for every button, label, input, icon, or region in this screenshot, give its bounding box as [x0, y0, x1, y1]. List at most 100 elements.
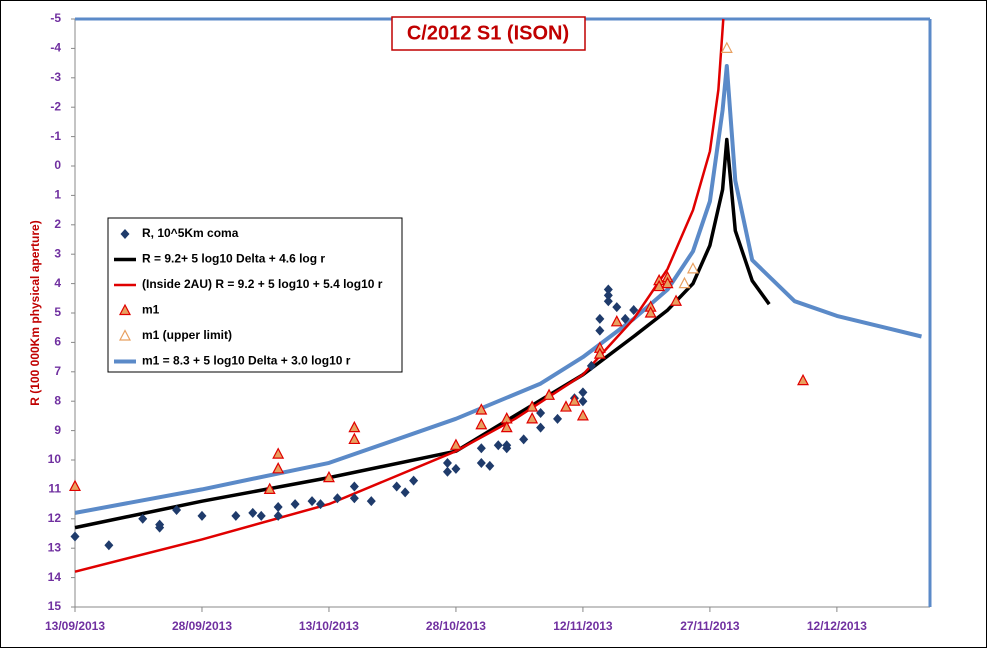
diamond-point	[349, 481, 359, 492]
y-tick-label: 3	[54, 246, 61, 260]
diamond-point	[315, 499, 325, 510]
x-tick-label: 28/10/2013	[426, 619, 486, 633]
x-tick-label: 28/09/2013	[172, 619, 232, 633]
triangle-point	[644, 306, 657, 318]
y-tick-label: 2	[54, 217, 61, 231]
y-axis-label: R (100 000Km physical aperture)	[28, 220, 42, 405]
diamond-point	[172, 504, 182, 515]
diamond-point	[595, 313, 605, 324]
x-tick-label: 13/09/2013	[45, 619, 105, 633]
triangle-point	[543, 388, 556, 400]
triangle-point	[322, 470, 335, 483]
diamond-point	[442, 457, 452, 468]
diamond-point	[476, 457, 486, 468]
diamond-point	[493, 440, 503, 451]
triangle-point	[670, 294, 683, 306]
diamond-point	[578, 387, 588, 398]
diamond-point	[603, 290, 613, 301]
diamond-point	[273, 510, 283, 521]
diamond-point	[104, 540, 114, 551]
y-tick-label: 5	[54, 305, 61, 319]
legend-label: (Inside 2AU) R = 9.2 + 5 log10 + 5.4 log…	[142, 277, 383, 291]
y-tick-label: 15	[48, 599, 62, 613]
y-tick-label: -3	[50, 70, 61, 84]
y-tick-label: 9	[54, 423, 61, 437]
diamond-point	[138, 513, 148, 524]
y-tick-label: 13	[48, 540, 62, 554]
diamond-point	[256, 510, 266, 521]
triangle-point	[526, 400, 539, 412]
diamond-point	[476, 443, 486, 454]
series-line	[74, 64, 922, 515]
diamond-point	[366, 496, 376, 507]
y-tick-label: -2	[50, 99, 61, 113]
diamond-point	[536, 407, 546, 418]
triangle-point	[526, 412, 539, 424]
diamond-point	[442, 466, 452, 477]
triangle-point	[449, 438, 462, 450]
diamond-point	[536, 422, 546, 433]
diamond-point	[586, 360, 596, 371]
diamond-point	[349, 493, 359, 504]
x-tick-label: 27/11/2013	[680, 619, 740, 633]
triangle-point	[797, 373, 810, 386]
triangle-point	[500, 420, 513, 433]
y-tick-label: 10	[48, 452, 62, 466]
triangle-point	[678, 276, 691, 289]
legend-swatch	[119, 329, 131, 341]
diamond-point	[485, 460, 495, 471]
legend-swatch	[119, 303, 131, 316]
triangle-point	[348, 420, 361, 433]
y-tick-label: -4	[50, 41, 61, 55]
triangle-point	[568, 394, 581, 406]
triangle-point	[69, 479, 81, 492]
y-tick-label: 6	[54, 335, 61, 349]
diamond-point	[603, 284, 613, 295]
x-tick-label: 13/10/2013	[299, 619, 359, 633]
y-tick-label: 8	[54, 393, 61, 407]
diamond-point	[502, 443, 512, 454]
y-tick-label: 11	[48, 482, 61, 496]
diamond-point	[553, 413, 563, 424]
y-tick-label: -5	[50, 11, 61, 25]
diamond-point	[578, 396, 588, 407]
triangle-point	[686, 262, 699, 274]
triangle-point	[272, 462, 285, 474]
legend-label: m1 = 8.3 + 5 log10 Delta + 3.0 log10 r	[142, 354, 351, 368]
legend-label: R, 10^5Km coma	[142, 226, 239, 240]
diamond-point	[400, 487, 410, 498]
triangle-point	[661, 276, 674, 289]
triangle-point	[348, 432, 361, 445]
y-tick-label: 1	[54, 188, 61, 202]
triangle-point	[576, 409, 589, 421]
chart-title: C/2012 S1 (ISON)	[407, 22, 569, 44]
diamond-point	[612, 302, 622, 313]
legend-label: m1	[142, 303, 160, 317]
legend-swatch	[120, 229, 130, 239]
triangle-point	[559, 400, 572, 412]
triangle-point	[720, 41, 733, 53]
triangle-point	[263, 482, 276, 494]
diamond-point	[409, 475, 419, 486]
title-box	[391, 16, 586, 51]
triangle-point	[475, 417, 488, 430]
legend	[107, 217, 403, 373]
y-tick-label: -1	[50, 129, 61, 143]
plot-area	[69, 17, 932, 612]
x-tick-label: 12/11/2013	[553, 619, 613, 633]
y-tick-label: 0	[54, 158, 61, 172]
diamond-point	[155, 519, 165, 530]
x-tick-label: 12/12/2013	[807, 619, 867, 633]
diamond-point	[603, 296, 613, 307]
diamond-point	[519, 434, 529, 445]
diamond-point	[290, 499, 300, 510]
y-tick-label: 14	[48, 570, 62, 584]
legend-label: m1 (upper limit)	[142, 328, 232, 342]
diamond-point	[451, 463, 461, 474]
triangle-point	[593, 347, 606, 359]
y-tick-label: 12	[48, 511, 62, 525]
triangle-point	[610, 315, 623, 327]
diamond-point	[629, 305, 639, 316]
series-line	[74, 137, 771, 530]
